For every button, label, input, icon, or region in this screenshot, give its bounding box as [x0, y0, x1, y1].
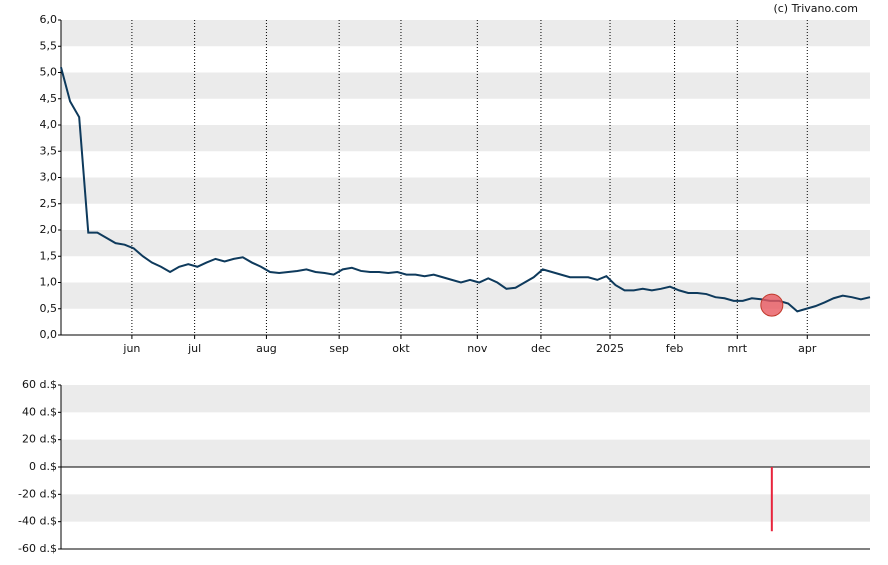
source-credit: (c) Trivano.com [773, 2, 858, 15]
band [61, 385, 870, 413]
price-line [60, 66, 871, 313]
y-tick-label: 20 d.$ [22, 433, 57, 446]
y-tick-label: 0,0 [40, 328, 58, 341]
x-tick-label: 2025 [596, 342, 624, 355]
x-tick-label: mrt [728, 342, 748, 355]
y-tick-label: 5,0 [40, 66, 58, 79]
y-tick-label: 3,0 [40, 171, 58, 184]
x-tick-label: dec [531, 342, 551, 355]
y-tick-label: 4,0 [40, 118, 58, 131]
y-tick-label: 0 d.$ [29, 460, 57, 473]
y-tick-label: 1,5 [40, 249, 58, 262]
band [61, 125, 870, 152]
x-tick-label: nov [467, 342, 488, 355]
y-tick-label: 5,5 [40, 39, 58, 52]
x-tick-label: aug [256, 342, 277, 355]
band [61, 20, 870, 47]
y-tick-label: 2,5 [40, 197, 58, 210]
bar [770, 467, 773, 532]
y-tick-label: -20 d.$ [18, 487, 57, 500]
band [61, 282, 870, 309]
x-tick-label: jun [122, 342, 140, 355]
y-tick-label: 2,0 [40, 223, 58, 236]
y-tick-label: -60 d.$ [18, 542, 57, 555]
x-tick-label: okt [392, 342, 410, 355]
band [61, 439, 870, 467]
y-tick-label: -40 d.$ [18, 515, 57, 528]
y-tick-label: 3,5 [40, 144, 58, 157]
band [61, 177, 870, 204]
x-tick-label: jul [187, 342, 201, 355]
y-tick-label: 60 d.$ [22, 378, 57, 391]
band [61, 72, 870, 99]
y-tick-label: 40 d.$ [22, 405, 57, 418]
trade-marker [760, 293, 784, 317]
x-tick-label: apr [798, 342, 817, 355]
band [61, 494, 870, 522]
y-tick-label: 0,5 [40, 302, 58, 315]
x-tick-label: sep [329, 342, 348, 355]
y-tick-label: 6,0 [40, 13, 58, 26]
y-tick-label: 4,5 [40, 92, 58, 105]
band [61, 230, 870, 257]
y-tick-label: 1,0 [40, 276, 58, 289]
x-tick-label: feb [666, 342, 684, 355]
